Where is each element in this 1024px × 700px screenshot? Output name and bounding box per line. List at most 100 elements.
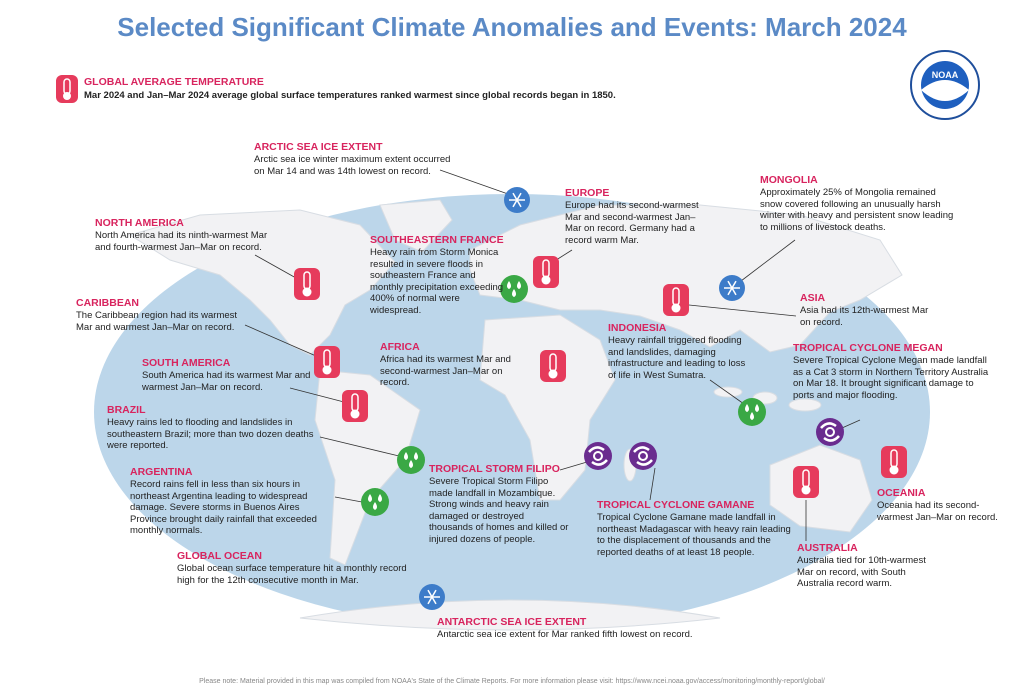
- event-marker: [289, 387, 368, 422]
- section-heading: GLOBAL AVERAGE TEMPERATURE: [84, 76, 264, 88]
- event-marker: [793, 466, 819, 541]
- event-text: Severe Tropical Storm Filipo made landfa…: [429, 476, 569, 545]
- event-text: Europe had its second-warmest Mar and se…: [565, 200, 699, 246]
- icon-bg: [540, 350, 566, 382]
- event-heading: CARIBBEAN: [76, 297, 139, 309]
- icon-glyph: [322, 365, 332, 375]
- event-heading: OCEANIA: [877, 487, 926, 499]
- event-text: Heavy rain from Storm Monica resulted in…: [370, 247, 504, 316]
- event-heading: GLOBAL OCEAN: [177, 550, 262, 562]
- event-marker: [540, 350, 566, 382]
- event-marker: [816, 418, 861, 446]
- event-marker: [439, 169, 530, 213]
- icon-glyph: [409, 460, 413, 468]
- icon-glyph: [671, 303, 681, 313]
- icon-glyph: [825, 427, 835, 437]
- event-heading: ASIA: [800, 292, 826, 304]
- event-heading: INDONESIA: [608, 322, 667, 334]
- icon-glyph: [633, 446, 653, 466]
- leader-line: [559, 461, 588, 471]
- event-text: Asia had its 12th-warmest Mar on record.: [800, 305, 929, 328]
- continents: [128, 199, 903, 631]
- event-marker: [719, 239, 796, 301]
- icon-bg: [881, 446, 907, 478]
- event-text: Tropical Cyclone Gamane made landfall in…: [597, 512, 791, 558]
- event-marker: [254, 254, 320, 300]
- icon-glyph: [541, 275, 551, 285]
- event-marker: [244, 324, 340, 378]
- icon-glyph: [548, 369, 558, 379]
- event-heading: SOUTHEASTERN FRANCE: [370, 234, 504, 246]
- icon-glyph: [755, 404, 759, 412]
- icon-glyph: [427, 589, 437, 605]
- event-marker: [419, 584, 445, 610]
- icon-bg: [793, 466, 819, 498]
- event-heading: EUROPE: [565, 187, 610, 199]
- icon-glyph: [512, 289, 516, 297]
- event-marker: [319, 436, 425, 474]
- leader-line: [334, 496, 363, 503]
- icon-glyph: [588, 446, 608, 466]
- event-heading: NORTH AMERICA: [95, 217, 184, 229]
- icon-glyph: [517, 281, 521, 289]
- logo-text: NOAA: [932, 70, 959, 80]
- section-text: Mar 2024 and Jan–Mar 2024 average global…: [84, 90, 616, 101]
- icon-glyph: [512, 192, 522, 208]
- temperature-icon: [56, 75, 78, 103]
- leader-line: [688, 304, 797, 317]
- event-heading: AUSTRALIA: [797, 542, 858, 554]
- icon-glyph: [373, 502, 377, 510]
- event-text: Australia tied for 10th-warmest Mar on r…: [797, 555, 926, 589]
- event-text: Record rains fell in less than six hours…: [130, 479, 317, 536]
- icon-bg: [314, 346, 340, 378]
- event-marker: [629, 442, 657, 501]
- icon-glyph: [750, 412, 754, 420]
- event-marker: [559, 442, 612, 471]
- icon-glyph: [507, 281, 511, 289]
- icon-bg: [342, 390, 368, 422]
- event-text: The Caribbean region had its warmest Mar…: [76, 310, 238, 333]
- icon-glyph: [820, 422, 840, 442]
- icon-bg: [294, 268, 320, 300]
- icon-glyph: [378, 494, 382, 502]
- icon-glyph: [889, 465, 899, 475]
- event-marker: [500, 275, 528, 303]
- event-heading: ANTARCTIC SEA ICE EXTENT: [437, 616, 587, 628]
- icon-bg: [533, 256, 559, 288]
- leader-line: [841, 419, 861, 429]
- event-text: Oceania had its second-warmest Jan–Mar o…: [877, 500, 998, 523]
- icon-glyph: [302, 287, 312, 297]
- leader-line: [244, 324, 317, 357]
- event-text: North America had its ninth-warmest Mar …: [95, 230, 268, 253]
- leader-line: [289, 387, 345, 403]
- icon-glyph: [801, 485, 811, 495]
- event-heading: ARGENTINA: [130, 466, 193, 478]
- event-heading: AFRICA: [380, 341, 420, 353]
- icon-glyph: [593, 451, 603, 461]
- leader-line: [740, 239, 796, 282]
- event-heading: SOUTH AMERICA: [142, 357, 231, 369]
- leader-line: [649, 467, 656, 501]
- event-heading: TROPICAL STORM FILIPO: [429, 463, 560, 475]
- icon-glyph: [638, 451, 648, 461]
- event-text: Antarctic sea ice extent for Mar ranked …: [437, 629, 693, 640]
- event-text: Africa had its warmest Mar and second-wa…: [380, 354, 511, 388]
- leader-line: [319, 436, 400, 457]
- event-marker: [533, 249, 573, 288]
- event-text: Heavy rains led to flooding and landslid…: [107, 417, 314, 451]
- icon-glyph: [414, 452, 418, 460]
- icon-glyph: [745, 404, 749, 412]
- footnote: Please note: Material provided in this m…: [199, 678, 825, 685]
- event-text: Global ocean surface temperature hit a m…: [177, 563, 407, 586]
- event-heading: BRAZIL: [107, 404, 146, 416]
- event-marker: [663, 284, 797, 317]
- leader-line: [709, 379, 745, 405]
- event-marker: [709, 379, 766, 426]
- event-text: South America had its warmest Mar and wa…: [142, 370, 311, 393]
- icon-glyph: [368, 494, 372, 502]
- event-text: Arctic sea ice winter maximum extent occ…: [254, 154, 451, 177]
- icon-bg: [663, 284, 689, 316]
- leader-line: [439, 169, 509, 195]
